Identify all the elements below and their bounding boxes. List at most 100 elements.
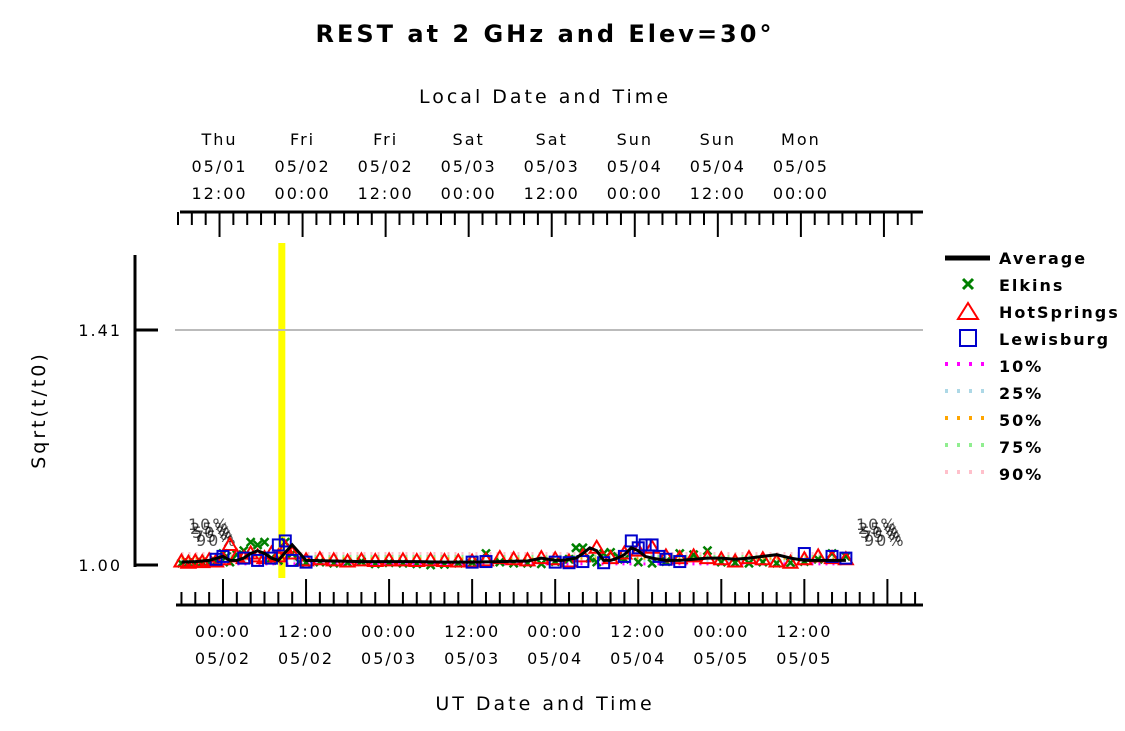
top-tick-day: Sat: [453, 130, 485, 149]
hotsprings-point: [491, 549, 509, 565]
bottom-tick-date: 05/03: [444, 649, 500, 668]
hotsprings-point: [421, 551, 440, 567]
elkins-point-stroke: [245, 537, 256, 547]
elkins-point: [245, 537, 256, 547]
bottom-tick-time: 00:00: [195, 622, 251, 641]
hotsprings-point: [352, 551, 371, 567]
x-axis-label: UT Date and Time: [435, 693, 654, 715]
highlight-band: [278, 243, 286, 578]
top-tick-time: 00:00: [441, 184, 497, 203]
bottom-tick-date: 05/05: [776, 649, 832, 668]
bottom-tick-time: 00:00: [527, 622, 583, 641]
hotsprings-point: [283, 544, 301, 560]
legend-label: Average: [999, 249, 1087, 268]
legend-swatch: [959, 329, 977, 347]
hotsprings-point: [477, 551, 495, 567]
percentile-label: 90%: [864, 531, 906, 550]
lewisburg-point: [237, 551, 251, 565]
bottom-tick-date: 05/05: [693, 649, 749, 668]
lewisburg-point: [825, 549, 839, 563]
lewisburg-point: [839, 551, 853, 565]
top-tick-time: 12:00: [358, 184, 414, 203]
hotsprings-point: [726, 552, 744, 568]
top-tick-time: 12:00: [191, 184, 247, 203]
bottom-tick-time: 12:00: [444, 622, 500, 641]
bottom-tick-time: 12:00: [278, 622, 334, 641]
top-tick-day: Sun: [617, 130, 653, 149]
top-tick-day: Thu: [200, 130, 237, 149]
lewisburg-point: [548, 555, 562, 569]
elkins-point: [252, 540, 263, 550]
legend-label: Lewisburg: [999, 330, 1110, 349]
lewisburg-point: [576, 555, 590, 569]
hotsprings-point: [408, 552, 426, 567]
percentile-label: 75%: [862, 527, 904, 546]
lewisburg-point: [264, 551, 278, 565]
top-tick-time: 12:00: [690, 184, 746, 203]
top-tick-date: 05/05: [773, 157, 829, 176]
bottom-tick-time: 00:00: [693, 622, 749, 641]
top-axis-label: Local Date and Time: [419, 86, 671, 108]
elkins-point-stroke: [252, 540, 263, 550]
top-tick-time: 12:00: [524, 184, 580, 203]
percentile-label: 10%: [856, 515, 898, 534]
lewisburg-point: [216, 549, 230, 563]
top-tick-date: 05/04: [690, 157, 746, 176]
legend: Average Elkins HotSprings Lewisburg 10% 25% 50…: [945, 249, 1120, 484]
y-tick-label: 1.00: [78, 556, 122, 575]
hotsprings-point: [767, 552, 786, 568]
legend-label: 10%: [999, 357, 1043, 376]
bottom-tick-date: 05/03: [361, 649, 417, 668]
hotsprings-point: [781, 553, 800, 569]
plot-area: 10%25%50%75%90%10%25%50%75%90%: [172, 515, 906, 570]
bottom-tick-date: 05/02: [278, 649, 334, 668]
top-tick-date: 05/01: [191, 157, 247, 176]
legend-swatch: [961, 277, 975, 291]
legend-label: 90%: [999, 465, 1043, 484]
highlight-bar: [278, 243, 286, 578]
hotsprings-point: [643, 538, 661, 554]
bottom-tick-time: 12:00: [776, 622, 832, 641]
chart-title: REST at 2 GHz and Elev=30°: [316, 20, 775, 48]
bottom-tick-date: 05/04: [610, 649, 666, 668]
bottom-tick-date: 05/02: [195, 649, 251, 668]
elkins-point-stroke: [259, 537, 270, 547]
lewisburg-point: [597, 556, 611, 570]
top-tick-day: Fri: [290, 130, 315, 149]
y-axis-label: Sqrt(t/t0): [28, 351, 50, 469]
top-tick-date: 05/03: [441, 157, 497, 176]
elkins-point-stroke: [633, 557, 644, 568]
hotsprings-point: [532, 549, 551, 565]
lewisburg-point: [251, 553, 265, 567]
hotsprings-point: [449, 552, 468, 568]
hotsprings-point: [380, 551, 398, 567]
elkins-point: [591, 557, 602, 568]
legend-label: HotSprings: [999, 303, 1120, 322]
lewisburg-point: [562, 556, 576, 570]
y-tick-label: 1.41: [78, 321, 122, 340]
top-tick-day: Sun: [700, 130, 736, 149]
legend-label: 25%: [999, 384, 1043, 403]
legend-swatch: [956, 301, 980, 320]
hotsprings-point: [221, 535, 239, 551]
lewisburg-point: [285, 553, 299, 567]
percentile-label: 50%: [860, 523, 902, 542]
hotsprings-point: [823, 549, 841, 565]
legend-label: Elkins: [999, 276, 1064, 295]
elkins-point: [647, 558, 657, 569]
elkins-point-stroke: [591, 557, 602, 568]
top-tick-date: 05/02: [358, 157, 414, 176]
top-tick-date: 05/02: [275, 157, 331, 176]
bottom-axis: 00:00 05/02 12:00 05/02 00:00 05/03 12:00 05/03…: [176, 579, 923, 668]
hotsprings-point: [504, 550, 523, 566]
lewisburg-point: [299, 555, 313, 569]
hotsprings-point: [366, 552, 384, 567]
hotsprings-point: [546, 550, 564, 566]
hotsprings-point: [394, 551, 412, 567]
lewisburg-point: [645, 538, 659, 552]
percentile-label: 75%: [194, 527, 236, 546]
bottom-tick-time: 12:00: [610, 622, 666, 641]
lewisburg-point: [624, 534, 638, 548]
hotsprings-point: [435, 552, 454, 567]
